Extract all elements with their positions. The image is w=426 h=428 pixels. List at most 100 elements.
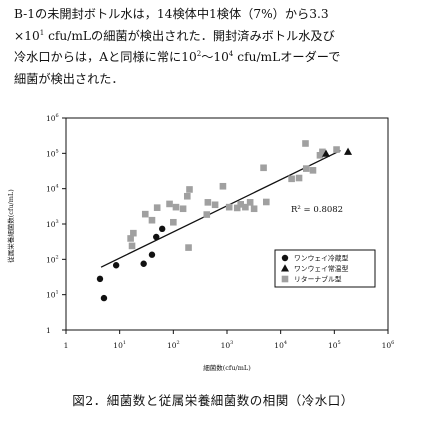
y-tick-label-exponent: 6 [56, 113, 59, 119]
data-point-circle [148, 251, 156, 258]
y-tick-label-base: 10 [46, 255, 56, 264]
data-point-triangle [344, 147, 353, 155]
data-point-triangle [322, 149, 331, 157]
data-point-square [211, 201, 219, 209]
data-point-circle [140, 260, 147, 267]
x-tick-label: 106 [382, 340, 395, 350]
y-tick-label-exponent: 2 [56, 254, 59, 260]
data-point-square [237, 201, 244, 208]
data-point-square [148, 216, 156, 224]
scatter-chart: 1 101 102 103 104 105 106 1101102103104105106 … [6, 113, 395, 372]
data-point-square [250, 205, 258, 213]
data-point-square [333, 146, 340, 153]
data-point-circle [112, 262, 120, 269]
x-tick-label-base: 10 [113, 341, 123, 350]
data-point-square [233, 204, 241, 212]
data-point-square [219, 182, 227, 190]
y-tick-label: 104 [46, 184, 59, 194]
data-point-square [316, 151, 324, 159]
x-tick-label-base: 10 [221, 341, 231, 350]
x-tick-label-base: 10 [328, 341, 338, 350]
data-point-square [141, 210, 149, 218]
paragraph-line-4: 細菌が検出された． [14, 71, 124, 86]
data-point-square [295, 174, 303, 182]
y-tick-label-exponent: 3 [56, 219, 59, 225]
x-tick-label-base: 1 [64, 341, 69, 350]
data-point-circle [153, 233, 160, 241]
x-tick-label-exponent: 6 [391, 340, 394, 346]
x-tick-label-exponent: 4 [284, 340, 287, 346]
y-tick-label: 103 [46, 219, 59, 229]
data-point-circle [158, 225, 166, 233]
data-point-square [263, 198, 270, 206]
x-tick-label-base: 10 [274, 341, 284, 350]
legend-marker-circle [281, 254, 289, 262]
data-point-square [130, 229, 137, 237]
y-tick-label-base: 10 [46, 149, 56, 158]
y-tick-label-exponent: 1 [56, 290, 59, 296]
x-axis: 1 101 102 103 104 105 106 [64, 330, 395, 350]
x-tick-label-exponent: 1 [123, 340, 126, 346]
trend-line [100, 149, 341, 268]
legend-label: ワンウェイ常温型 [294, 264, 349, 273]
data-point-square [128, 242, 136, 250]
data-point-square [203, 211, 211, 218]
data-point-square [179, 205, 187, 213]
data-point-square [319, 148, 326, 156]
y-axis-label: 従属栄養細菌数(cfu/mL) [6, 189, 15, 263]
data-point-square [302, 140, 309, 147]
y-tick-label-base: 10 [46, 291, 56, 300]
x-tick-label-exponent: 2 [177, 340, 180, 346]
data-point-square [166, 200, 173, 208]
x-tick-label: 1 [64, 341, 69, 350]
figure-caption: 図2．細菌数と従属栄養細菌数の相関（冷水口） [72, 393, 354, 408]
y-tick-label: 1 [46, 326, 51, 335]
data-point-square [185, 244, 192, 251]
y-tick-label: 106 [46, 113, 59, 123]
data-point-square [186, 186, 193, 193]
data-point-square [153, 204, 161, 211]
legend-box [274, 249, 376, 288]
data-point-circle [96, 275, 104, 283]
data-point-square [288, 175, 295, 183]
x-tick-label: 104 [274, 340, 287, 350]
data-point-square [302, 165, 310, 172]
data-point-square [260, 164, 267, 172]
intro-paragraph: B-1の未開封ボトル水は，14検体中1検体（7%）から3.3 ×101 cfu/… [14, 4, 418, 90]
x-tick-label-base: 10 [382, 341, 392, 350]
y-tick-label-base: 1 [46, 326, 51, 335]
paragraph-line-3: 冷水口からは，Aと同様に常に102～104 cfu/mLオーダーで [14, 50, 341, 65]
data-point-circle [100, 294, 108, 302]
x-tick-label-exponent: 3 [230, 340, 233, 346]
data-point-square [172, 203, 180, 211]
x-tick-label-base: 10 [167, 341, 177, 350]
data-point-square [183, 192, 191, 200]
paragraph-line-2: ×101 cfu/mLの細菌が検出された．開封済みボトル水及び [14, 28, 335, 43]
data-point-square [246, 199, 254, 206]
data-point-square [204, 199, 212, 206]
data-point-square [242, 203, 249, 211]
r-squared-label: R² = 0.8082 [291, 205, 343, 215]
y-tick-label-exponent: 5 [56, 148, 59, 154]
x-tick-label: 103 [221, 340, 234, 350]
data-point-square [309, 167, 317, 174]
data-points [96, 140, 353, 302]
x-tick-label: 101 [113, 340, 126, 350]
x-axis-label: 細菌数(cfu/mL) [203, 363, 251, 372]
y-tick-label-base: 10 [46, 114, 56, 123]
data-point-square [127, 235, 134, 242]
y-tick-label-exponent: 4 [56, 184, 59, 190]
legend-marker-square [281, 275, 289, 283]
y-tick-label: 105 [46, 148, 59, 158]
x-tick-label-exponent: 5 [338, 340, 341, 346]
y-tick-label: 101 [46, 290, 59, 300]
y-tick-label: 102 [46, 254, 59, 264]
x-tick-label: 105 [328, 340, 341, 350]
y-tick-label-base: 10 [46, 185, 56, 194]
y-tick-label-base: 10 [46, 220, 56, 229]
data-point-square [170, 218, 177, 226]
data-point-square [225, 203, 233, 211]
legend-label: リターナブル型 [294, 275, 342, 284]
